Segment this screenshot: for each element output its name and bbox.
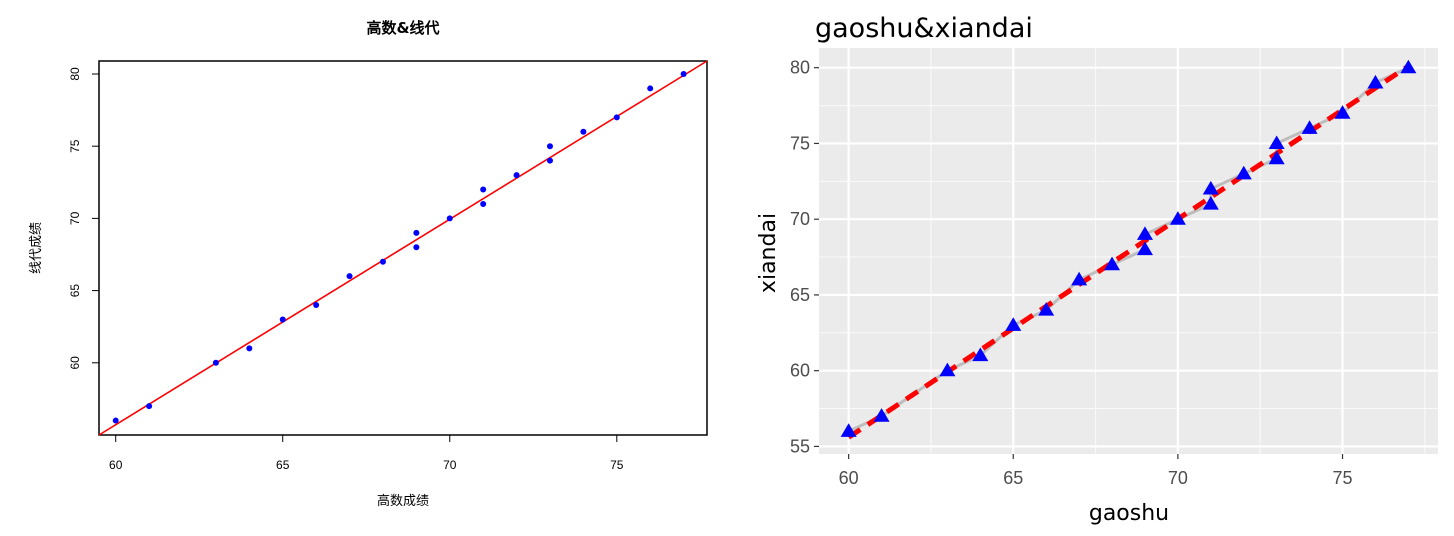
right-data-point <box>1038 302 1055 316</box>
right-data-point <box>1169 211 1186 225</box>
left-data-point <box>546 143 553 150</box>
left-y-tick-label: 80 <box>68 67 82 81</box>
right-x-tick-label: 75 <box>1333 468 1353 488</box>
left-data-point <box>279 316 286 323</box>
left-data-point <box>212 359 219 366</box>
left-data-point <box>546 157 553 164</box>
right-fit-line <box>847 64 1410 440</box>
left-chart-title: 高数&线代 <box>366 19 439 37</box>
left-x-axis-label: 高数成绩 <box>377 493 429 509</box>
right-y-tick-label: 80 <box>790 58 810 78</box>
right-data-point <box>1071 271 1088 286</box>
right-data-point <box>1334 105 1351 119</box>
left-data-point <box>480 200 487 207</box>
left-x-tick-label: 65 <box>276 458 290 472</box>
right-y-axis-label: xiandai <box>756 213 781 293</box>
right-data-point <box>1235 165 1252 180</box>
left-data-point <box>680 70 687 77</box>
left-y-tick-label: 75 <box>68 139 82 153</box>
right-data-point <box>1202 180 1219 195</box>
right-y-tick-label: 55 <box>790 436 810 456</box>
left-x-tick-label: 70 <box>443 458 457 472</box>
right-data-point <box>1268 135 1285 150</box>
left-plot-frame <box>98 60 708 436</box>
right-y-tick-label: 60 <box>790 361 810 381</box>
left-fit-line <box>98 60 708 436</box>
left-data-point <box>146 403 153 410</box>
left-data-point <box>647 85 654 92</box>
left-data-point <box>513 172 520 179</box>
right-x-axis-label: gaoshu <box>1089 501 1169 526</box>
left-data-point <box>580 128 587 135</box>
left-data-point <box>246 345 253 352</box>
right-x-tick-label: 65 <box>1003 468 1023 488</box>
left-data-point <box>613 114 620 121</box>
right-chart-title: gaoshu&xiandai <box>815 13 1033 44</box>
left-data-point <box>313 302 320 309</box>
left-y-tick-label: 65 <box>68 284 82 298</box>
right-data-point <box>1268 150 1285 165</box>
right-data-point <box>1136 241 1153 256</box>
right-y-tick-label: 70 <box>790 209 810 229</box>
left-x-tick-label: 75 <box>610 458 624 472</box>
right-x-tick-label: 60 <box>839 468 859 488</box>
left-data-point <box>112 417 119 424</box>
right-data-point <box>1005 317 1022 331</box>
left-data-point <box>413 229 420 236</box>
right-data-point <box>972 347 989 362</box>
left-data-point <box>480 186 487 193</box>
right-data-point <box>873 408 890 422</box>
right-scatter-chart: gaoshu&xiandai gaoshu xiandai 60 65 70 75 55… <box>756 13 1438 526</box>
left-x-tick-label: 60 <box>109 458 123 472</box>
left-data-point <box>446 215 453 222</box>
right-data-point <box>840 423 857 437</box>
left-data-point <box>413 244 420 251</box>
right-x-tick-label: 70 <box>1168 468 1188 488</box>
left-y-axis-label: 线代成绩 <box>29 222 44 274</box>
left-y-tick-label: 70 <box>68 211 82 225</box>
right-y-tick-label: 75 <box>790 133 810 153</box>
right-y-tick-label: 65 <box>790 285 810 305</box>
left-y-tick-label: 60 <box>68 356 82 370</box>
right-data-point <box>1301 120 1318 134</box>
right-data-point <box>1400 59 1417 74</box>
right-data-point <box>1367 74 1384 89</box>
left-scatter-chart: 高数&线代 高数成绩 线代成绩 60 65 70 75 60 65 70 75 80 <box>29 19 708 509</box>
left-data-point <box>379 258 386 265</box>
right-data-point <box>1202 196 1219 210</box>
right-data-point <box>939 362 956 377</box>
left-data-point <box>346 273 353 280</box>
right-data-point <box>1136 226 1153 240</box>
right-data-point <box>1104 256 1121 271</box>
